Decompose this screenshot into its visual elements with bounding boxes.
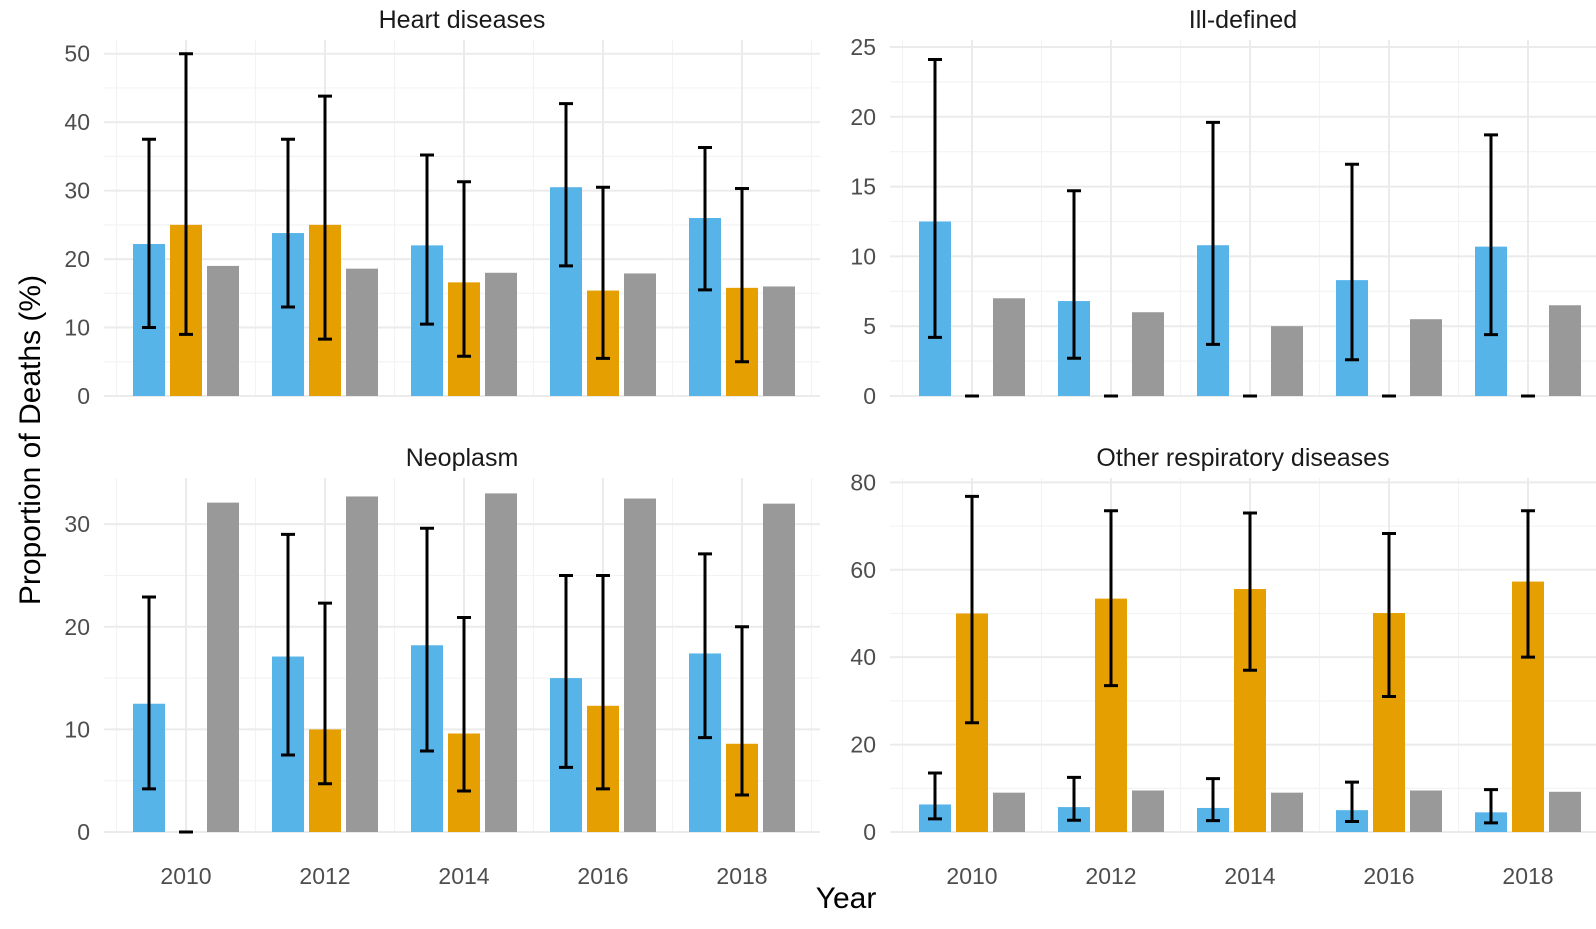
error-bar: [457, 180, 471, 358]
bar: [485, 493, 517, 832]
y-tick-label: 50: [64, 41, 90, 67]
error-bar: [1243, 511, 1257, 672]
error-bar: [1484, 133, 1498, 337]
error-bar: [1345, 780, 1359, 824]
y-tick-label: 40: [64, 109, 90, 135]
error-bar: [318, 94, 332, 341]
error-bar: [928, 58, 942, 339]
error-bar: [142, 595, 156, 791]
y-tick-label: 20: [64, 614, 90, 640]
x-tick-label: 2016: [1363, 863, 1414, 889]
y-axis-title: Proportion of Deaths (%): [14, 275, 47, 605]
bar: [1410, 319, 1442, 396]
error-bar: [1345, 162, 1359, 362]
bar: [485, 272, 517, 396]
bar: [624, 498, 656, 832]
panel-title: Other respiratory diseases: [1096, 444, 1389, 472]
y-tick-label: 10: [850, 243, 876, 269]
y-tick-label: 80: [850, 469, 876, 495]
error-bar: [1484, 788, 1498, 825]
y-tick-label: 0: [863, 819, 876, 845]
y-tick-label: 40: [850, 644, 876, 670]
bar: [763, 503, 795, 832]
x-tick-label: 2018: [716, 863, 767, 889]
bar: [1132, 312, 1164, 396]
error-bar: [281, 532, 295, 757]
x-tick-label: 2016: [577, 863, 628, 889]
error-bar: [559, 102, 573, 268]
x-tick-label: 2010: [946, 863, 997, 889]
error-bar: [735, 625, 749, 797]
y-tick-label: 20: [64, 246, 90, 272]
bar: [993, 298, 1025, 396]
y-tick-label: 25: [850, 34, 876, 60]
error-bar: [420, 526, 434, 753]
y-tick-label: 0: [77, 819, 90, 845]
error-bar: [698, 552, 712, 740]
y-tick-label: 30: [64, 178, 90, 204]
y-tick-label: 60: [850, 557, 876, 583]
bar: [1132, 790, 1164, 832]
error-bar: [1206, 777, 1220, 823]
panel-title: Heart diseases: [379, 6, 546, 34]
y-tick-label: 0: [77, 383, 90, 409]
x-tick-label: 2012: [299, 863, 350, 889]
x-tick-label: 2018: [1502, 863, 1553, 889]
error-bar: [928, 771, 942, 821]
bar: [346, 268, 378, 396]
error-bar: [1382, 532, 1396, 699]
error-bar: [457, 616, 471, 793]
bar: [993, 792, 1025, 832]
bar: [207, 502, 239, 832]
error-bar: [596, 185, 610, 360]
panel-title: Ill-defined: [1189, 6, 1297, 34]
bar: [763, 286, 795, 396]
error-bar: [1104, 509, 1118, 688]
x-tick-label: 2010: [160, 863, 211, 889]
y-tick-label: 5: [863, 313, 876, 339]
x-tick-label: 2012: [1085, 863, 1136, 889]
panel-title: Neoplasm: [406, 444, 519, 472]
error-bar: [142, 137, 156, 330]
y-tick-label: 0: [863, 383, 876, 409]
bar: [346, 496, 378, 832]
bar: [1271, 326, 1303, 396]
error-bar: [281, 137, 295, 309]
bar: [1549, 791, 1581, 832]
bar: [1549, 305, 1581, 396]
error-bar: [596, 573, 610, 791]
error-bar: [1206, 120, 1220, 346]
error-bar: [965, 494, 979, 725]
y-tick-label: 20: [850, 732, 876, 758]
y-tick-label: 20: [850, 104, 876, 130]
x-tick-label: 2014: [438, 863, 489, 889]
error-bar: [1067, 189, 1081, 360]
y-tick-label: 10: [64, 716, 90, 742]
y-tick-label: 30: [64, 511, 90, 537]
error-bar: [698, 145, 712, 292]
x-tick-label: 2014: [1224, 863, 1275, 889]
y-tick-label: 15: [850, 174, 876, 200]
bar: [624, 273, 656, 396]
bar: [1271, 792, 1303, 832]
x-axis-title: Year: [816, 882, 877, 915]
error-bar: [318, 601, 332, 786]
bar: [1410, 790, 1442, 832]
y-tick-label: 10: [64, 315, 90, 341]
error-bar: [179, 52, 193, 336]
error-bar: [1067, 775, 1081, 822]
error-bar: [1521, 509, 1535, 659]
error-bar: [559, 573, 573, 769]
bar: [207, 265, 239, 396]
error-bar: [420, 153, 434, 326]
error-bar: [735, 187, 749, 364]
